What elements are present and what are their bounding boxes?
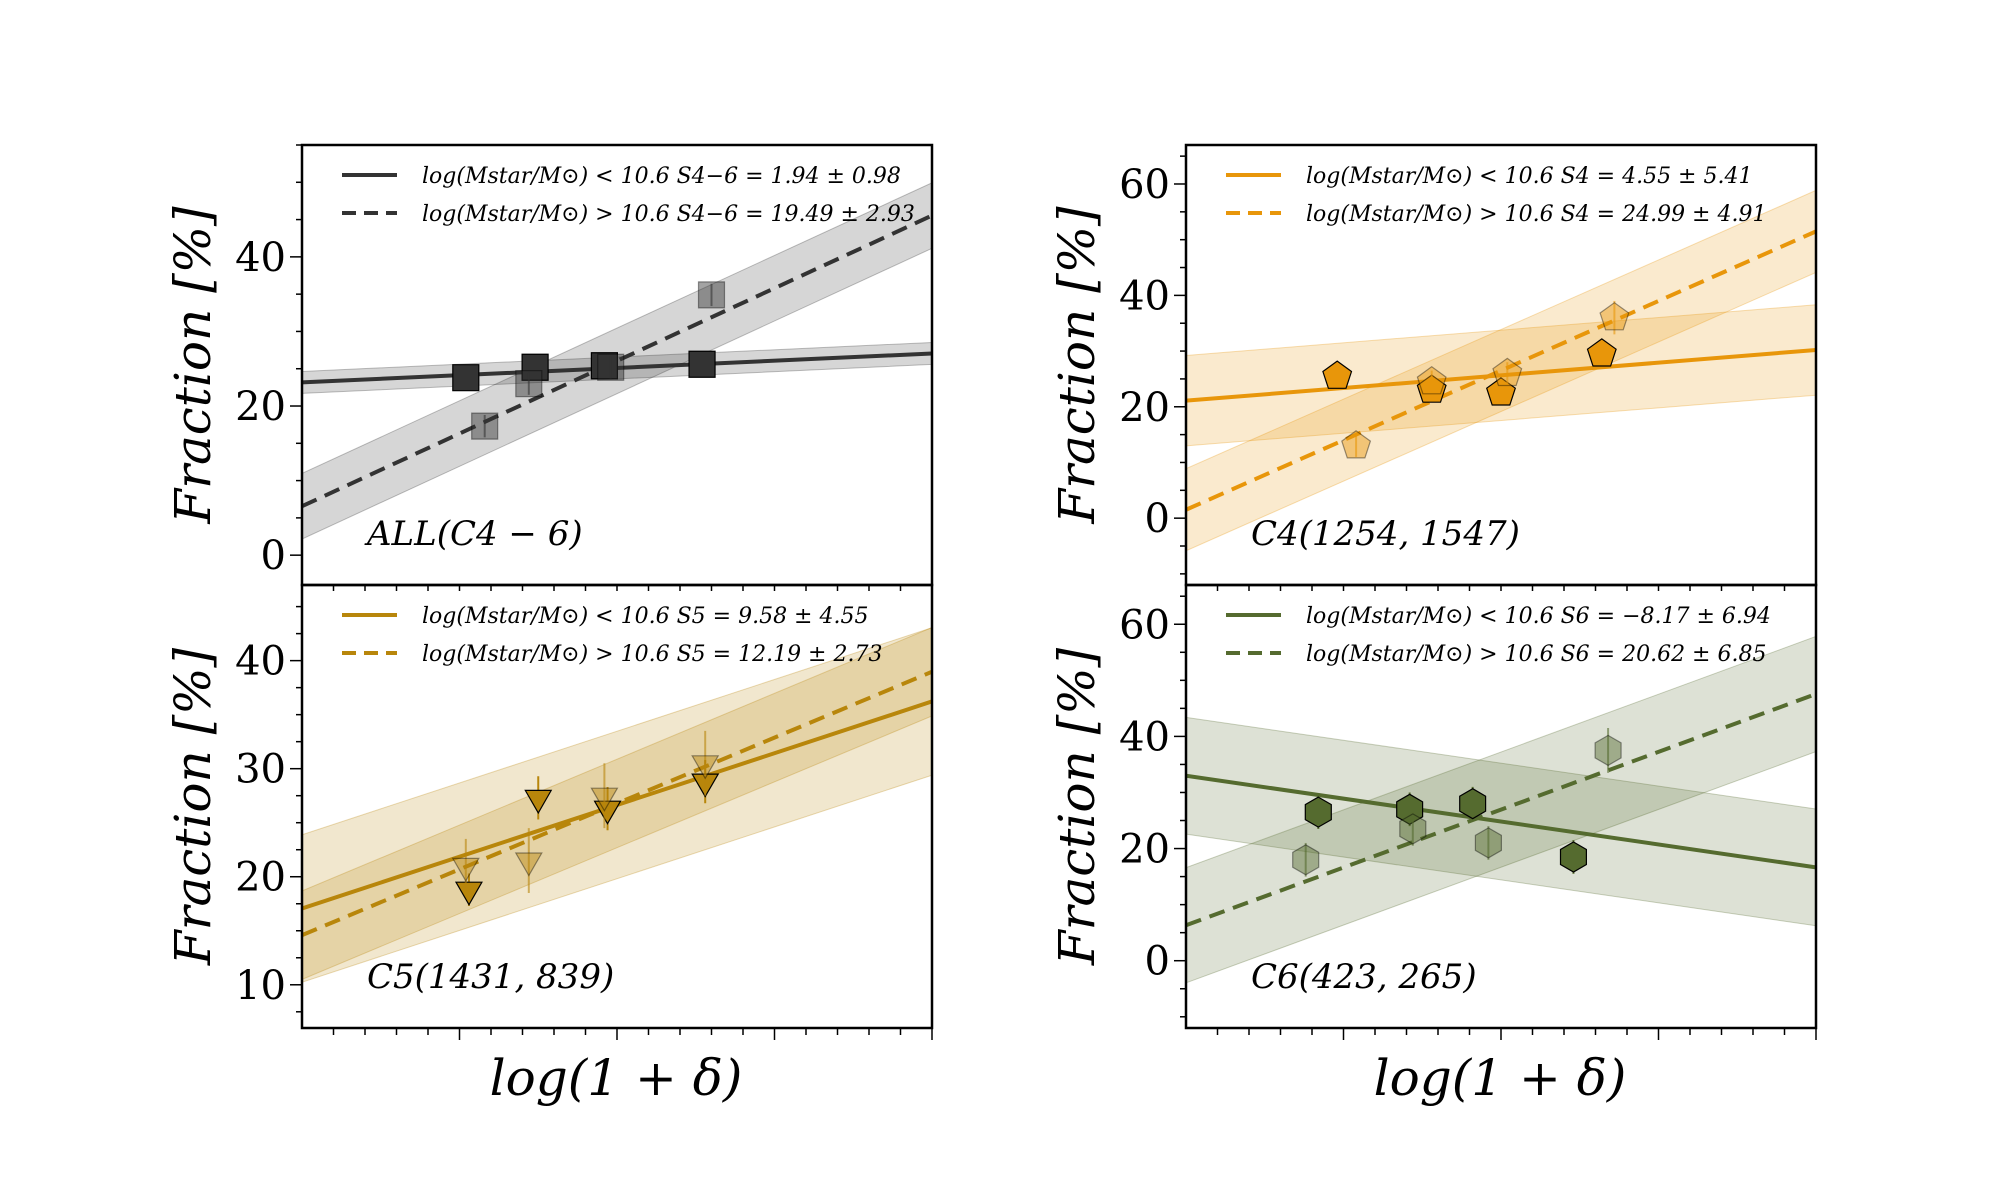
data-point-high-mass-1 xyxy=(1341,430,1372,459)
legend-entry: log(Mstar/M⊙) > 10.6 S4 = 24.99 ± 4.91 xyxy=(1306,202,1766,227)
data-point-high-mass-4 xyxy=(697,281,726,309)
data-point-low-mass-3 xyxy=(1485,377,1517,406)
y-tick-label: 20 xyxy=(235,855,286,901)
legend-entry: log(Mstar/M⊙) < 10.6 S6 = −8.17 ± 6.94 xyxy=(1306,604,1771,629)
panel-4: 0 20 40 60 Fraction [%] C6(423, 265) log(Mstar… xyxy=(1048,583,1818,1040)
y-tick-label: 40 xyxy=(1119,273,1170,319)
y-tick-label: 20 xyxy=(1119,827,1170,873)
y-tick-label: 40 xyxy=(235,639,286,685)
data-point-high-mass-3 xyxy=(597,353,625,381)
data-point-low-mass-2 xyxy=(1396,793,1424,825)
data-point-low-mass-1 xyxy=(1322,360,1353,389)
fit-line-high-mass xyxy=(1186,229,1816,512)
y-tick-label: 40 xyxy=(235,235,286,281)
legend-entry: log(Mstar/M⊙) < 10.6 S4 = 4.55 ± 5.41 xyxy=(1306,164,1752,189)
y-axis-label: Fraction [%] xyxy=(164,647,222,966)
y-tick-label: 60 xyxy=(1119,162,1170,208)
panel-label: C4(1254, 1547) xyxy=(1251,514,1520,554)
legend-entry: log(Mstar/M⊙) > 10.6 S4−6 = 19.49 ± 2.93 xyxy=(422,202,915,227)
y-tick-label: 40 xyxy=(1119,714,1170,760)
data-point-low-mass-3 xyxy=(1459,788,1487,820)
fit-band-high-mass xyxy=(1186,189,1816,552)
data-point-high-mass-4 xyxy=(691,755,720,780)
fit-line-high-mass xyxy=(1186,692,1816,928)
y-tick-label: 60 xyxy=(1119,602,1170,648)
y-tick-label: 30 xyxy=(235,747,286,793)
data-point-high-mass-1 xyxy=(1292,844,1320,876)
data-point-high-mass-4 xyxy=(1599,301,1630,331)
data-point-high-mass-2 xyxy=(515,370,543,398)
data-point-high-mass-3 xyxy=(1474,827,1502,859)
data-point-low-mass-4 xyxy=(688,350,716,378)
y-tick-label: 20 xyxy=(1119,385,1170,431)
data-point-low-mass-3 xyxy=(593,800,622,825)
y-axis-label: Fraction [%] xyxy=(1048,647,1106,966)
legend-entry: log(Mstar/M⊙) < 10.6 S5 = 9.58 ± 4.55 xyxy=(422,604,868,629)
data-point-low-mass-4 xyxy=(1559,841,1587,873)
y-axis-label: Fraction [%] xyxy=(164,206,222,525)
data-point-high-mass-2 xyxy=(514,852,543,877)
data-point-high-mass-3 xyxy=(1492,357,1523,387)
legend-entry: log(Mstar/M⊙) > 10.6 S6 = 20.62 ± 6.85 xyxy=(1306,642,1766,667)
data-point-high-mass-2 xyxy=(1416,365,1447,395)
y-axis-label: Fraction [%] xyxy=(1048,206,1106,525)
y-tick-label: 10 xyxy=(235,963,286,1009)
y-tick-label: 0 xyxy=(261,533,286,579)
x-axis-label-left: log(1 + δ) xyxy=(490,1049,743,1107)
panel-label: C6(423, 265) xyxy=(1251,957,1477,997)
y-tick-label: 0 xyxy=(1145,939,1170,985)
data-point-low-mass-4 xyxy=(1586,338,1617,367)
fit-line-low-mass xyxy=(1186,773,1816,870)
data-point-high-mass-4 xyxy=(1594,734,1622,767)
legend-entry: log(Mstar/M⊙) > 10.6 S5 = 12.19 ± 2.73 xyxy=(422,642,882,667)
panel-label: ALL(C4 − 6) xyxy=(364,514,583,554)
data-point-high-mass-2 xyxy=(1399,813,1427,845)
fit-line-low-mass xyxy=(1186,347,1816,403)
data-point-low-mass-1 xyxy=(452,364,480,392)
panel-1: 0 20 40 Fraction [%] ALL(C4 − 6) log(Mstar/M⊙… xyxy=(164,143,934,587)
panel-2: 0 20 40 60 Fraction [%] C4(1254, 1547) log(Mst… xyxy=(1048,143,1818,587)
panel-3: 10 20 30 40 Fraction [%] C5(1431, 839) log(Mst… xyxy=(164,583,934,1040)
data-point-low-mass-1 xyxy=(1304,796,1332,828)
data-point-high-mass-1 xyxy=(451,857,480,883)
data-point-low-mass-1 xyxy=(454,881,483,906)
data-point-high-mass-1 xyxy=(471,412,499,440)
data-point-low-mass-2 xyxy=(524,789,553,815)
y-tick-label: 20 xyxy=(235,384,286,430)
data-point-high-mass-3 xyxy=(590,787,619,812)
legend-entry: log(Mstar/M⊙) < 10.6 S4−6 = 1.94 ± 0.98 xyxy=(422,164,901,189)
panel-label: C5(1431, 839) xyxy=(367,957,614,997)
x-axis-label-right: log(1 + δ) xyxy=(1374,1049,1627,1107)
fit-line-high-mass xyxy=(302,213,932,509)
fit-line-high-mass xyxy=(302,669,932,938)
y-tick-label: 0 xyxy=(1145,496,1170,542)
